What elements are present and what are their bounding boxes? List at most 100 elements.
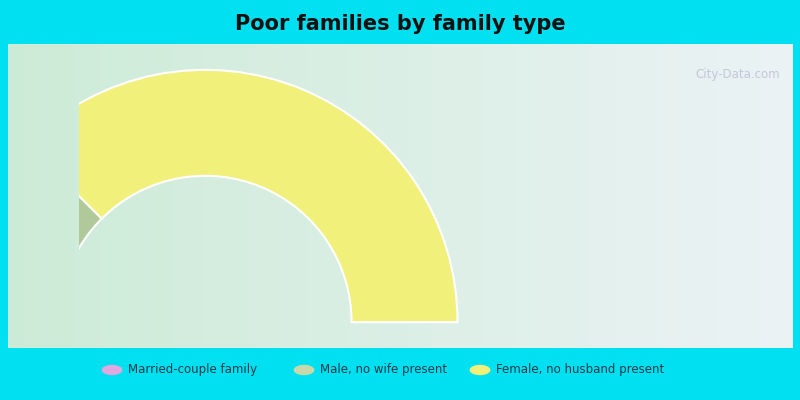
Bar bbox=[534, 44, 538, 348]
Bar bbox=[169, 44, 174, 348]
Bar bbox=[247, 44, 252, 348]
Bar bbox=[266, 44, 271, 348]
Bar bbox=[282, 44, 287, 348]
Bar bbox=[596, 44, 601, 348]
Bar bbox=[204, 44, 209, 348]
Bar bbox=[538, 44, 542, 348]
Bar bbox=[651, 44, 656, 348]
Bar bbox=[682, 44, 687, 348]
Bar bbox=[741, 44, 746, 348]
Bar bbox=[384, 44, 389, 348]
Bar bbox=[518, 44, 522, 348]
Bar bbox=[522, 44, 526, 348]
Bar bbox=[274, 44, 279, 348]
Bar bbox=[322, 44, 326, 348]
Bar bbox=[334, 44, 338, 348]
Bar bbox=[330, 44, 334, 348]
Bar bbox=[110, 44, 114, 348]
Bar bbox=[173, 44, 178, 348]
Bar bbox=[8, 44, 13, 348]
Bar bbox=[635, 44, 640, 348]
Bar bbox=[482, 44, 487, 348]
Bar bbox=[506, 44, 510, 348]
Bar bbox=[631, 44, 636, 348]
Bar bbox=[306, 44, 310, 348]
Bar bbox=[353, 44, 358, 348]
Bar bbox=[462, 44, 467, 348]
Bar bbox=[146, 44, 150, 348]
Bar bbox=[722, 44, 726, 348]
Bar bbox=[718, 44, 722, 348]
Wedge shape bbox=[27, 70, 458, 322]
Bar bbox=[310, 44, 314, 348]
Bar bbox=[749, 44, 754, 348]
Bar bbox=[526, 44, 530, 348]
Text: Female, no husband present: Female, no husband present bbox=[496, 364, 664, 376]
Bar bbox=[357, 44, 362, 348]
Bar bbox=[361, 44, 366, 348]
Bar bbox=[227, 44, 232, 348]
Bar bbox=[678, 44, 683, 348]
Bar bbox=[142, 44, 146, 348]
Bar bbox=[639, 44, 644, 348]
Bar bbox=[224, 44, 228, 348]
Bar bbox=[212, 44, 217, 348]
Bar bbox=[290, 44, 295, 348]
Bar bbox=[369, 44, 374, 348]
Bar bbox=[447, 44, 452, 348]
Bar bbox=[753, 44, 758, 348]
Bar bbox=[39, 44, 44, 348]
Bar bbox=[553, 44, 558, 348]
Bar bbox=[165, 44, 170, 348]
Bar bbox=[59, 44, 64, 348]
Text: Poor families by family type: Poor families by family type bbox=[234, 14, 566, 34]
Bar bbox=[427, 44, 432, 348]
Bar bbox=[604, 44, 609, 348]
Bar bbox=[43, 44, 48, 348]
Bar bbox=[302, 44, 306, 348]
Bar bbox=[455, 44, 459, 348]
Bar bbox=[730, 44, 734, 348]
Bar bbox=[24, 44, 29, 348]
Bar bbox=[451, 44, 456, 348]
Bar bbox=[569, 44, 574, 348]
Bar bbox=[686, 44, 691, 348]
Wedge shape bbox=[0, 237, 67, 322]
Text: Male, no wife present: Male, no wife present bbox=[320, 364, 447, 376]
Circle shape bbox=[470, 365, 490, 375]
Bar bbox=[235, 44, 240, 348]
Bar bbox=[737, 44, 742, 348]
Bar bbox=[623, 44, 628, 348]
Bar bbox=[592, 44, 597, 348]
Bar bbox=[177, 44, 182, 348]
Bar bbox=[63, 44, 67, 348]
Bar bbox=[388, 44, 393, 348]
Bar bbox=[439, 44, 444, 348]
Bar bbox=[149, 44, 154, 348]
Bar bbox=[55, 44, 60, 348]
Bar bbox=[580, 44, 585, 348]
Bar bbox=[404, 44, 409, 348]
Bar bbox=[466, 44, 471, 348]
Bar bbox=[698, 44, 702, 348]
Bar bbox=[326, 44, 330, 348]
Bar bbox=[47, 44, 52, 348]
Bar bbox=[196, 44, 201, 348]
Bar bbox=[51, 44, 56, 348]
Bar bbox=[443, 44, 448, 348]
Bar bbox=[658, 44, 663, 348]
Bar bbox=[126, 44, 130, 348]
Bar bbox=[251, 44, 256, 348]
Bar bbox=[694, 44, 698, 348]
Bar bbox=[408, 44, 413, 348]
Bar bbox=[134, 44, 138, 348]
Bar bbox=[153, 44, 158, 348]
Circle shape bbox=[102, 365, 122, 375]
Bar bbox=[270, 44, 275, 348]
Bar bbox=[130, 44, 134, 348]
Bar bbox=[788, 44, 793, 348]
Bar bbox=[102, 44, 106, 348]
Bar bbox=[373, 44, 378, 348]
Bar bbox=[662, 44, 667, 348]
Bar bbox=[67, 44, 71, 348]
